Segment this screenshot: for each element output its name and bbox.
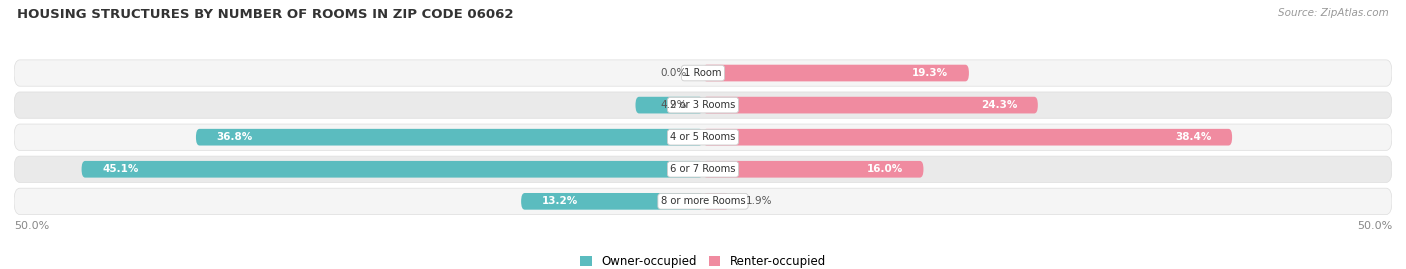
FancyBboxPatch shape [14,124,1392,150]
Text: 13.2%: 13.2% [541,196,578,206]
FancyBboxPatch shape [703,97,1038,114]
FancyBboxPatch shape [14,188,1392,214]
Text: 50.0%: 50.0% [14,221,49,231]
Text: 24.3%: 24.3% [981,100,1017,110]
Text: 2 or 3 Rooms: 2 or 3 Rooms [671,100,735,110]
Text: 4.9%: 4.9% [659,100,686,110]
FancyBboxPatch shape [703,161,924,178]
Text: 0.0%: 0.0% [661,68,686,78]
FancyBboxPatch shape [14,60,1392,86]
FancyBboxPatch shape [703,129,1232,146]
Text: 6 or 7 Rooms: 6 or 7 Rooms [671,164,735,174]
Text: 1 Room: 1 Room [685,68,721,78]
Legend: Owner-occupied, Renter-occupied: Owner-occupied, Renter-occupied [575,251,831,269]
FancyBboxPatch shape [636,97,703,114]
Text: 1.9%: 1.9% [745,196,772,206]
Text: 50.0%: 50.0% [1357,221,1392,231]
FancyBboxPatch shape [14,92,1392,118]
Text: 19.3%: 19.3% [912,68,948,78]
Text: Source: ZipAtlas.com: Source: ZipAtlas.com [1278,8,1389,18]
Text: 8 or more Rooms: 8 or more Rooms [661,196,745,206]
FancyBboxPatch shape [703,65,969,82]
FancyBboxPatch shape [703,193,730,210]
Text: 38.4%: 38.4% [1175,132,1212,142]
FancyBboxPatch shape [82,161,703,178]
Text: 16.0%: 16.0% [866,164,903,174]
Text: HOUSING STRUCTURES BY NUMBER OF ROOMS IN ZIP CODE 06062: HOUSING STRUCTURES BY NUMBER OF ROOMS IN… [17,8,513,21]
Text: 36.8%: 36.8% [217,132,253,142]
FancyBboxPatch shape [522,193,703,210]
Text: 4 or 5 Rooms: 4 or 5 Rooms [671,132,735,142]
FancyBboxPatch shape [195,129,703,146]
FancyBboxPatch shape [14,156,1392,182]
Text: 45.1%: 45.1% [103,164,139,174]
